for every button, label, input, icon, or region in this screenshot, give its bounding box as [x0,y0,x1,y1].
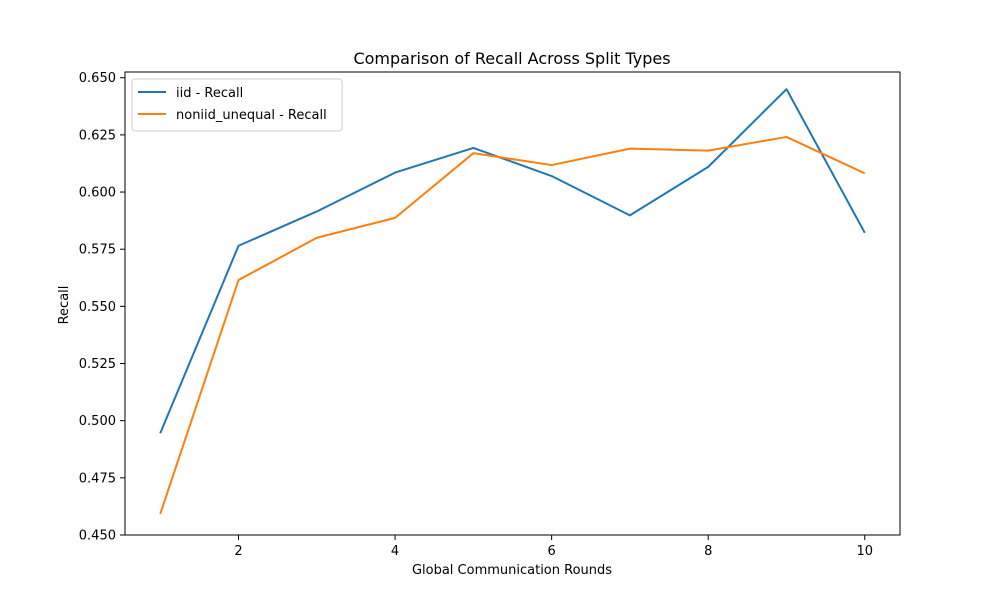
legend-label-1: iid - Recall [176,86,243,101]
plot-area: 2 4 6 8 10 0.450 0.475 0.500 0.525 0.550 0.575 0.60… [79,71,901,559]
legend-label-2: noniid_unequal - Recall [176,108,327,123]
y-axis-label: Recall [57,286,72,325]
y-tick-label: 0.525 [79,357,116,372]
y-tick-label: 0.575 [79,243,116,258]
plot-frame [124,71,901,536]
series-line-2 [159,135,866,515]
y-tick-label: 0.550 [79,300,116,315]
x-tick-label: 8 [704,544,712,559]
x-tick-label: 4 [391,544,399,559]
series-line-1 [159,88,866,434]
x-tick-label: 2 [234,544,242,559]
x-tick-label: 6 [548,544,556,559]
x-tick-label: 10 [856,544,873,559]
legend-box [131,78,343,132]
y-tick-label: 0.625 [79,128,116,143]
chart-title: Comparison of Recall Across Split Types [353,49,670,68]
y-tick-label: 0.600 [79,186,116,201]
y-tick-label: 0.500 [79,414,116,429]
y-tick-label: 0.450 [79,529,116,544]
x-axis-label: Global Communication Rounds [412,563,612,578]
y-tick-label: 0.475 [79,471,116,486]
y-tick-label: 0.650 [79,71,116,86]
